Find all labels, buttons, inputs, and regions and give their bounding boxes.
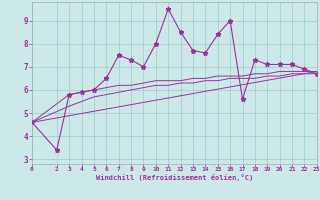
X-axis label: Windchill (Refroidissement éolien,°C): Windchill (Refroidissement éolien,°C) [96, 174, 253, 181]
